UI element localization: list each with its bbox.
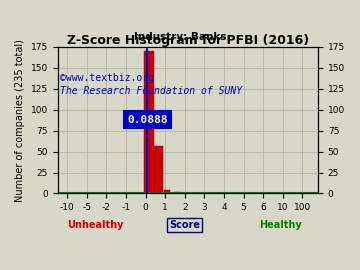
Y-axis label: Number of companies (235 total): Number of companies (235 total) xyxy=(15,39,25,202)
Bar xyxy=(154,146,163,194)
Text: 0.0888: 0.0888 xyxy=(127,115,168,125)
Text: The Research Foundation of SUNY: The Research Foundation of SUNY xyxy=(60,86,242,96)
Bar xyxy=(174,192,180,194)
Bar xyxy=(164,190,170,194)
Text: Industry: Banks: Industry: Banks xyxy=(134,32,226,42)
Title: Z-Score Histogram for PFBI (2016): Z-Score Histogram for PFBI (2016) xyxy=(67,34,309,47)
Text: Healthy: Healthy xyxy=(260,220,302,230)
Bar xyxy=(144,51,153,194)
Text: Score: Score xyxy=(169,220,200,230)
Text: ©www.textbiz.org: ©www.textbiz.org xyxy=(60,73,154,83)
Text: Unhealthy: Unhealthy xyxy=(67,220,124,230)
